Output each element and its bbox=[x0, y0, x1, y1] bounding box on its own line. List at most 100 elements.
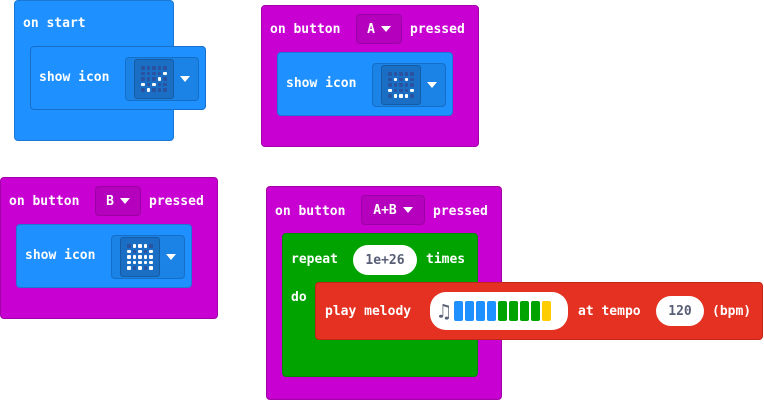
show-icon-label: show icon bbox=[25, 248, 96, 263]
led bbox=[138, 249, 142, 254]
melody-note bbox=[542, 301, 552, 321]
led bbox=[149, 260, 153, 265]
led bbox=[388, 83, 392, 87]
led bbox=[152, 82, 156, 87]
led bbox=[141, 66, 145, 70]
show-icon-block-b[interactable]: show icon bbox=[16, 224, 192, 288]
led bbox=[143, 255, 148, 259]
led bbox=[393, 77, 398, 82]
melody-note bbox=[498, 301, 508, 321]
led bbox=[132, 249, 137, 254]
repeat-label: repeat bbox=[291, 252, 338, 267]
led bbox=[141, 88, 145, 92]
melody-note bbox=[520, 301, 530, 321]
led-grid bbox=[388, 72, 414, 98]
chevron-down-icon bbox=[402, 207, 413, 213]
happy-icon bbox=[381, 65, 421, 105]
led bbox=[149, 266, 153, 270]
led bbox=[152, 88, 156, 92]
tempo-input[interactable]: 120 bbox=[656, 296, 704, 326]
play-melody-block[interactable]: play melody ♫ at tempo 120 (bpm) bbox=[315, 282, 763, 340]
led bbox=[127, 244, 131, 248]
show-icon-label: show icon bbox=[286, 76, 357, 91]
melody-note bbox=[487, 301, 497, 321]
led bbox=[157, 71, 162, 76]
led bbox=[410, 88, 414, 93]
led bbox=[149, 249, 153, 254]
chevron-down-icon bbox=[380, 26, 391, 32]
button-dropdown-b[interactable]: B bbox=[95, 186, 141, 216]
led bbox=[132, 260, 137, 265]
icon-dropdown-start[interactable] bbox=[125, 57, 199, 101]
melody-note bbox=[509, 301, 519, 321]
led bbox=[146, 71, 151, 76]
button-dropdown-a[interactable]: A bbox=[356, 14, 402, 44]
led bbox=[132, 244, 137, 248]
led bbox=[157, 66, 162, 70]
led bbox=[410, 77, 414, 82]
button-dropdown-value: B bbox=[106, 193, 114, 209]
button-dropdown-value: A+B bbox=[373, 202, 397, 218]
led-grid bbox=[141, 66, 167, 92]
led bbox=[157, 82, 162, 87]
repeat-count-input[interactable]: 1e+26 bbox=[353, 245, 417, 275]
led bbox=[157, 77, 162, 81]
led bbox=[388, 94, 392, 98]
chevron-down-icon bbox=[427, 82, 437, 88]
led bbox=[141, 77, 145, 81]
led bbox=[127, 249, 131, 254]
led bbox=[410, 94, 414, 98]
bpm-label: (bpm) bbox=[712, 304, 752, 319]
led bbox=[152, 66, 156, 70]
led bbox=[138, 255, 142, 259]
led bbox=[152, 71, 156, 76]
led bbox=[132, 266, 137, 270]
led bbox=[149, 255, 153, 259]
yes-icon bbox=[134, 59, 174, 99]
icon-dropdown-a[interactable] bbox=[372, 63, 446, 107]
led bbox=[388, 72, 392, 76]
led bbox=[393, 83, 398, 87]
on-button-label: on button bbox=[9, 194, 80, 209]
led bbox=[163, 82, 167, 87]
pressed-label: pressed bbox=[433, 204, 488, 219]
led bbox=[399, 83, 403, 87]
led bbox=[393, 72, 398, 76]
on-button-label: on button bbox=[270, 22, 341, 37]
melody-input[interactable]: ♫ bbox=[430, 292, 568, 330]
melody-notes bbox=[454, 301, 552, 321]
on-button-label: on button bbox=[275, 204, 346, 219]
led bbox=[143, 244, 148, 248]
do-label: do bbox=[291, 290, 307, 305]
led bbox=[138, 266, 142, 270]
led bbox=[127, 255, 131, 259]
led bbox=[388, 88, 392, 93]
led bbox=[146, 88, 151, 92]
play-melody-label: play melody bbox=[325, 304, 412, 319]
led bbox=[399, 94, 403, 98]
led bbox=[393, 94, 398, 98]
led bbox=[146, 82, 151, 87]
music-note-icon: ♫ bbox=[438, 299, 451, 323]
pressed-label: pressed bbox=[410, 22, 465, 37]
led bbox=[141, 82, 145, 87]
led bbox=[127, 266, 131, 270]
on-start-label: on start bbox=[23, 16, 86, 31]
icon-dropdown-b[interactable] bbox=[111, 235, 185, 279]
melody-note bbox=[476, 301, 486, 321]
led bbox=[163, 71, 167, 76]
led bbox=[410, 72, 414, 76]
led bbox=[138, 244, 142, 248]
led bbox=[163, 88, 167, 92]
led bbox=[388, 77, 392, 82]
show-icon-block-a[interactable]: show icon bbox=[277, 52, 453, 116]
chevron-down-icon bbox=[119, 198, 130, 204]
chevron-down-icon bbox=[180, 76, 190, 82]
led bbox=[138, 260, 142, 265]
led bbox=[152, 77, 156, 81]
chevron-down-icon bbox=[166, 254, 176, 260]
show-icon-block-start[interactable]: show icon bbox=[30, 46, 206, 110]
button-dropdown-ab[interactable]: A+B bbox=[361, 195, 425, 225]
led bbox=[143, 249, 148, 254]
led bbox=[163, 77, 167, 81]
